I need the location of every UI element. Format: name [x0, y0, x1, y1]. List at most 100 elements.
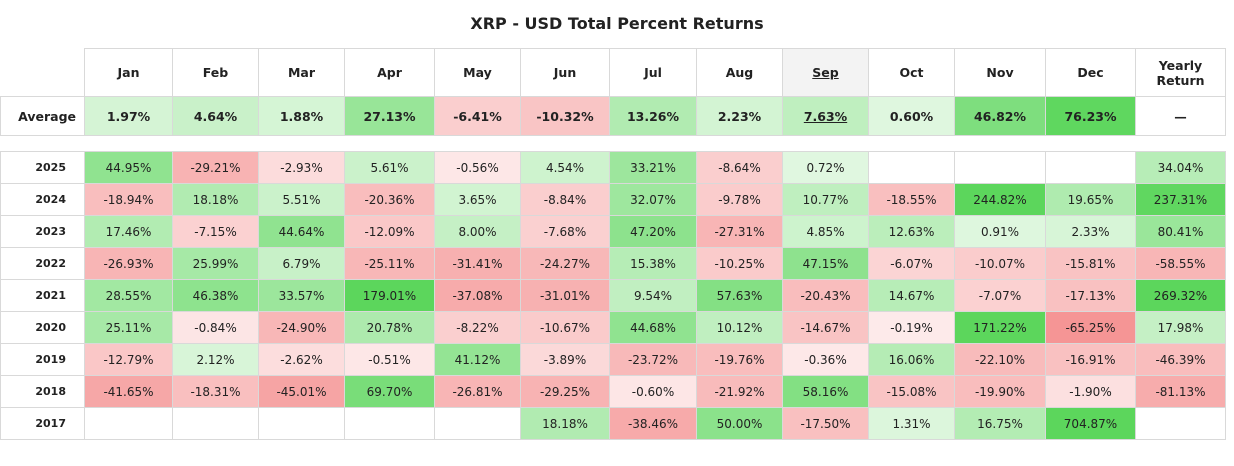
- return-cell-2020-apr: 20.78%: [344, 311, 435, 344]
- return-cell-2017-jul: -38.46%: [609, 407, 697, 440]
- return-cell-2025-jan: 44.95%: [84, 151, 173, 184]
- return-cell-2022-apr: -25.11%: [344, 247, 435, 280]
- return-cell-2023-apr: -12.09%: [344, 215, 435, 248]
- return-cell-2020-jul: 44.68%: [609, 311, 697, 344]
- return-cell-2019-feb: 2.12%: [172, 343, 259, 376]
- return-cell-2019-jan: -12.79%: [84, 343, 173, 376]
- return-cell-2025-mar: -2.93%: [258, 151, 345, 184]
- return-cell-2024-sep: 10.77%: [782, 183, 869, 216]
- return-cell-2018-may: -26.81%: [434, 375, 521, 408]
- column-header-yearly-return[interactable]: Yearly Return: [1135, 48, 1226, 97]
- average-cell-sep: 7.63%: [782, 96, 869, 136]
- return-cell-2023-oct: 12.63%: [868, 215, 955, 248]
- return-cell-2017-feb: [172, 407, 259, 440]
- return-cell-2018-feb: -18.31%: [172, 375, 259, 408]
- average-cell-jun: -10.32%: [520, 96, 610, 136]
- column-header-may[interactable]: May: [434, 48, 521, 97]
- return-cell-2022-jul: 15.38%: [609, 247, 697, 280]
- chart-title: XRP - USD Total Percent Returns: [470, 14, 764, 33]
- return-cell-2022-feb: 25.99%: [172, 247, 259, 280]
- year-label: 2022: [0, 247, 85, 280]
- column-header-jul[interactable]: Jul: [609, 48, 697, 97]
- return-cell-2025-dec: [1045, 151, 1136, 184]
- return-cell-2019-sep: -0.36%: [782, 343, 869, 376]
- table-row: 2020 25.11% -0.84% -24.90% 20.78% -8.22% -10.6…: [0, 311, 1226, 344]
- return-cell-2023-jan: 17.46%: [84, 215, 173, 248]
- return-cell-2018-jun: -29.25%: [520, 375, 610, 408]
- return-cell-2019-jun: -3.89%: [520, 343, 610, 376]
- average-cell-dec: 76.23%: [1045, 96, 1136, 136]
- year-label: 2019: [0, 343, 85, 376]
- return-cell-2017-oct: 1.31%: [868, 407, 955, 440]
- return-cell-2023-may: 8.00%: [434, 215, 521, 248]
- average-row-label: Average: [0, 96, 85, 136]
- table-row: 2022 -26.93% 25.99% 6.79% -25.11% -31.41% -24.…: [0, 247, 1226, 280]
- return-cell-2022-dec: -15.81%: [1045, 247, 1136, 280]
- return-cell-2021-may: -37.08%: [434, 279, 521, 312]
- return-cell-2021-jun: -31.01%: [520, 279, 610, 312]
- return-cell-2025-may: -0.56%: [434, 151, 521, 184]
- table-row: 2021 28.55% 46.38% 33.57% 179.01% -37.08% -31.…: [0, 279, 1226, 312]
- return-cell-2025-feb: -29.21%: [172, 151, 259, 184]
- returns-table: Jan Feb Mar Apr May Jun Jul Aug Sep Oct Nov Dec Year…: [0, 48, 1226, 440]
- return-cell-2017-aug: 50.00%: [696, 407, 783, 440]
- column-header-jun[interactable]: Jun: [520, 48, 610, 97]
- return-cell-2022-oct: -6.07%: [868, 247, 955, 280]
- return-cell-2021-sep: -20.43%: [782, 279, 869, 312]
- return-cell-2018-dec: -1.90%: [1045, 375, 1136, 408]
- return-cell-2018-nov: -19.90%: [954, 375, 1046, 408]
- column-header-jan[interactable]: Jan: [84, 48, 173, 97]
- column-header-apr[interactable]: Apr: [344, 48, 435, 97]
- return-cell-2018-apr: 69.70%: [344, 375, 435, 408]
- header-corner: [0, 48, 85, 97]
- return-cell-2024-feb: 18.18%: [172, 183, 259, 216]
- return-cell-2020-oct: -0.19%: [868, 311, 955, 344]
- return-cell-2019-apr: -0.51%: [344, 343, 435, 376]
- column-header-aug[interactable]: Aug: [696, 48, 783, 97]
- return-cell-2020-feb: -0.84%: [172, 311, 259, 344]
- return-cell-2018-aug: -21.92%: [696, 375, 783, 408]
- year-label: 2021: [0, 279, 85, 312]
- return-cell-2022-aug: -10.25%: [696, 247, 783, 280]
- return-cell-2022-yearly-return: -58.55%: [1135, 247, 1226, 280]
- return-cell-2018-jul: -0.60%: [609, 375, 697, 408]
- table-row: 2024 -18.94% 18.18% 5.51% -20.36% 3.65% -8.84%…: [0, 183, 1226, 216]
- return-cell-2020-mar: -24.90%: [258, 311, 345, 344]
- return-cell-2024-yearly-return: 237.31%: [1135, 183, 1226, 216]
- average-cell-jan: 1.97%: [84, 96, 173, 136]
- return-cell-2017-dec: 704.87%: [1045, 407, 1136, 440]
- return-cell-2020-may: -8.22%: [434, 311, 521, 344]
- return-cell-2024-oct: -18.55%: [868, 183, 955, 216]
- return-cell-2025-apr: 5.61%: [344, 151, 435, 184]
- return-cell-2019-aug: -19.76%: [696, 343, 783, 376]
- average-cell-feb: 4.64%: [172, 96, 259, 136]
- return-cell-2025-nov: [954, 151, 1046, 184]
- column-header-sep[interactable]: Sep: [782, 48, 869, 97]
- return-cell-2021-apr: 179.01%: [344, 279, 435, 312]
- column-header-dec[interactable]: Dec: [1045, 48, 1136, 97]
- return-cell-2023-dec: 2.33%: [1045, 215, 1136, 248]
- return-cell-2017-apr: [344, 407, 435, 440]
- column-header-mar[interactable]: Mar: [258, 48, 345, 97]
- return-cell-2023-feb: -7.15%: [172, 215, 259, 248]
- spacer-row: [0, 135, 1226, 152]
- return-cell-2023-aug: -27.31%: [696, 215, 783, 248]
- return-cell-2018-mar: -45.01%: [258, 375, 345, 408]
- column-header-feb[interactable]: Feb: [172, 48, 259, 97]
- return-cell-2024-dec: 19.65%: [1045, 183, 1136, 216]
- average-cell-aug: 2.23%: [696, 96, 783, 136]
- return-cell-2021-feb: 46.38%: [172, 279, 259, 312]
- average-cell-oct: 0.60%: [868, 96, 955, 136]
- return-cell-2025-yearly-return: 34.04%: [1135, 151, 1226, 184]
- return-cell-2019-oct: 16.06%: [868, 343, 955, 376]
- return-cell-2018-jan: -41.65%: [84, 375, 173, 408]
- column-header-nov[interactable]: Nov: [954, 48, 1046, 97]
- average-cell-apr: 27.13%: [344, 96, 435, 136]
- return-cell-2020-dec: -65.25%: [1045, 311, 1136, 344]
- return-cell-2019-mar: -2.62%: [258, 343, 345, 376]
- return-cell-2021-oct: 14.67%: [868, 279, 955, 312]
- return-cell-2024-jul: 32.07%: [609, 183, 697, 216]
- return-cell-2024-aug: -9.78%: [696, 183, 783, 216]
- column-header-oct[interactable]: Oct: [868, 48, 955, 97]
- return-cell-2025-oct: [868, 151, 955, 184]
